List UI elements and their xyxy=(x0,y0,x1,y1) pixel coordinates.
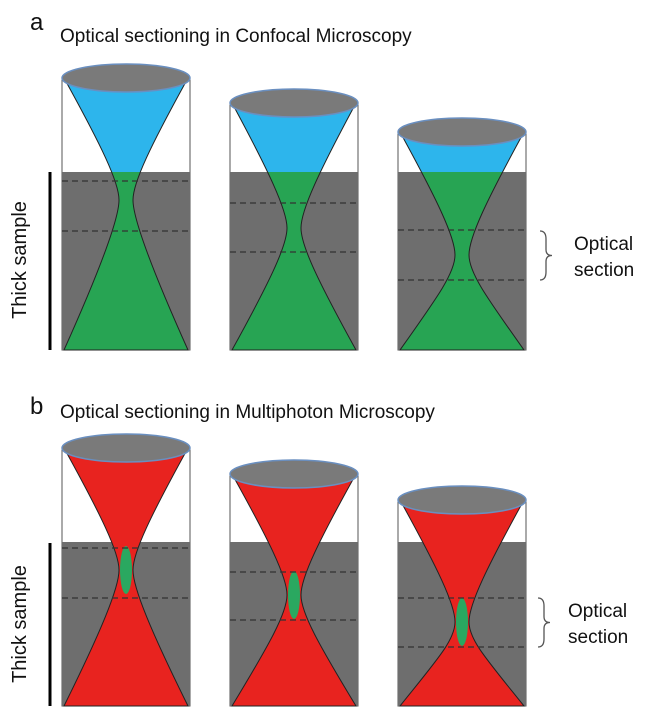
bracket xyxy=(540,231,552,280)
side-label: Thick sample xyxy=(9,565,31,683)
objective-lens xyxy=(62,434,190,462)
focal-volume xyxy=(456,598,468,646)
panel-label: a xyxy=(30,9,44,36)
bracket-label: Optical xyxy=(574,234,633,255)
objective-lens xyxy=(62,64,190,92)
bracket-label: Optical xyxy=(568,601,627,622)
side-label: Thick sample xyxy=(9,201,31,319)
panel-title: Optical sectioning in Confocal Microscop… xyxy=(60,26,412,47)
focal-volume xyxy=(120,546,132,594)
objective-lens xyxy=(230,460,358,488)
figure: a Optical sectioning in Confocal Microsc… xyxy=(0,0,656,713)
focal-volume xyxy=(288,571,300,619)
objective-lens xyxy=(398,486,526,514)
bracket xyxy=(538,598,550,647)
objective-lens xyxy=(230,89,358,117)
panel-label: b xyxy=(30,393,43,420)
bracket-label: section xyxy=(568,627,628,648)
bracket-label: section xyxy=(574,260,634,281)
objective-lens xyxy=(398,118,526,146)
panel-title: Optical sectioning in Multiphoton Micros… xyxy=(60,402,435,423)
